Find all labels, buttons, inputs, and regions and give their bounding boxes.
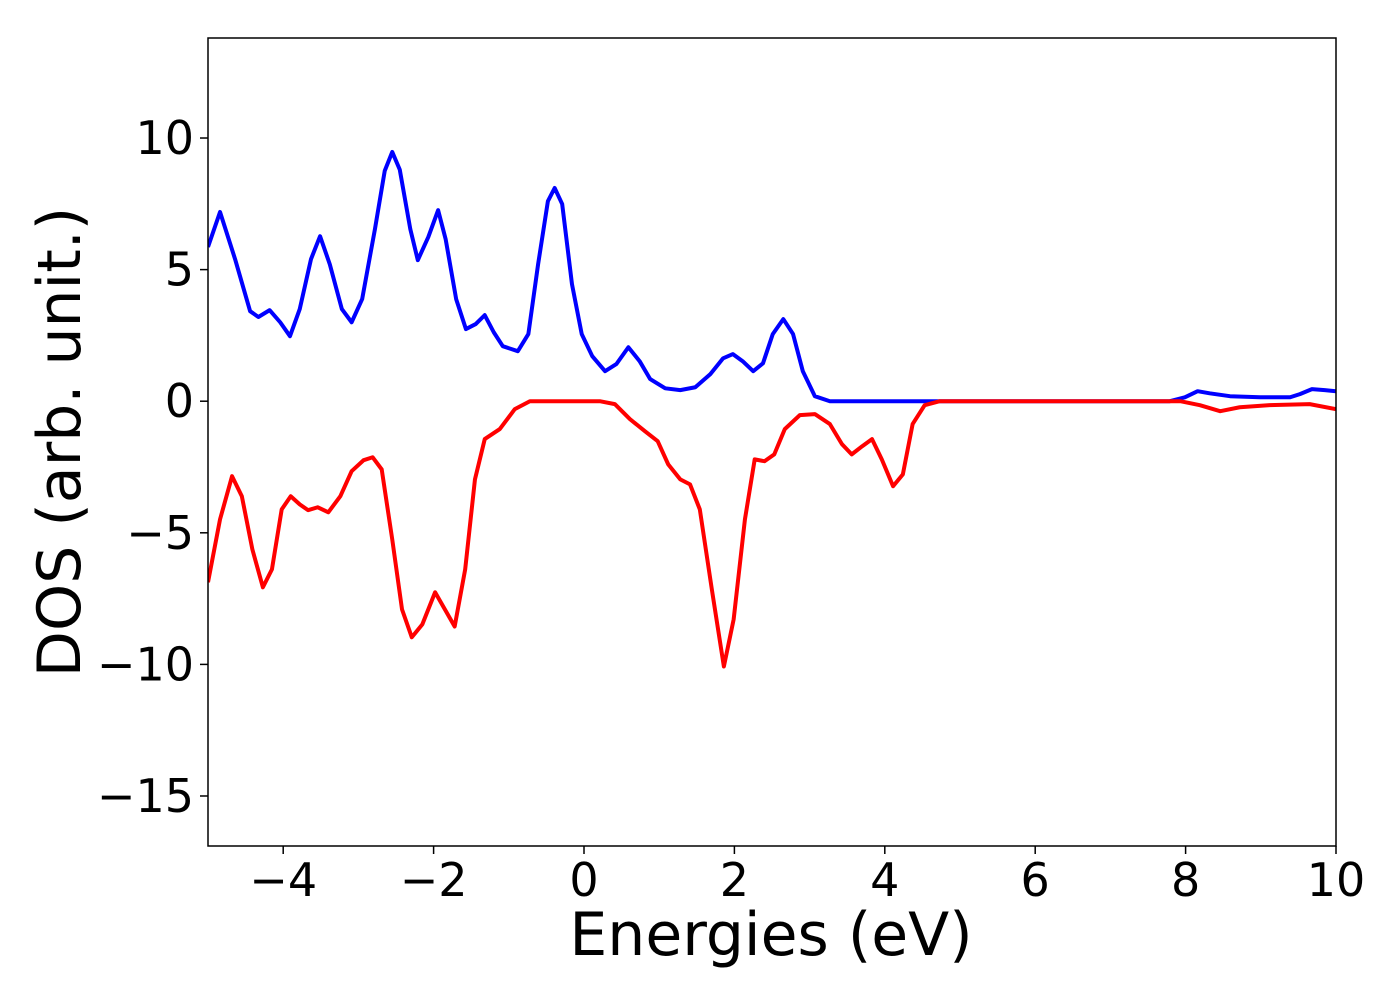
y-tick-label: 0 bbox=[165, 374, 194, 428]
y-tick-label: 10 bbox=[135, 111, 194, 165]
x-tick-label: 6 bbox=[1021, 853, 1050, 907]
y-tick-label: −15 bbox=[97, 769, 194, 823]
x-tick-label: 2 bbox=[720, 853, 749, 907]
x-tick-label: 8 bbox=[1171, 853, 1200, 907]
x-tick-label: −4 bbox=[249, 853, 317, 907]
data-line bbox=[208, 149, 1336, 404]
x-tick-label: −2 bbox=[400, 853, 468, 907]
y-tick-label: −10 bbox=[97, 637, 194, 691]
x-tick-label: 0 bbox=[569, 853, 598, 907]
y-tick-label: 5 bbox=[165, 243, 194, 297]
y-tick-label: −5 bbox=[126, 506, 194, 560]
x-axis-label: Energies (eV) bbox=[569, 900, 972, 970]
plot-frame bbox=[207, 37, 1337, 847]
x-tick-label: 10 bbox=[1307, 853, 1366, 907]
data-line bbox=[208, 399, 1336, 669]
y-axis-label: DOS (arb. unit.) bbox=[25, 207, 95, 677]
x-tick-label: 4 bbox=[870, 853, 899, 907]
